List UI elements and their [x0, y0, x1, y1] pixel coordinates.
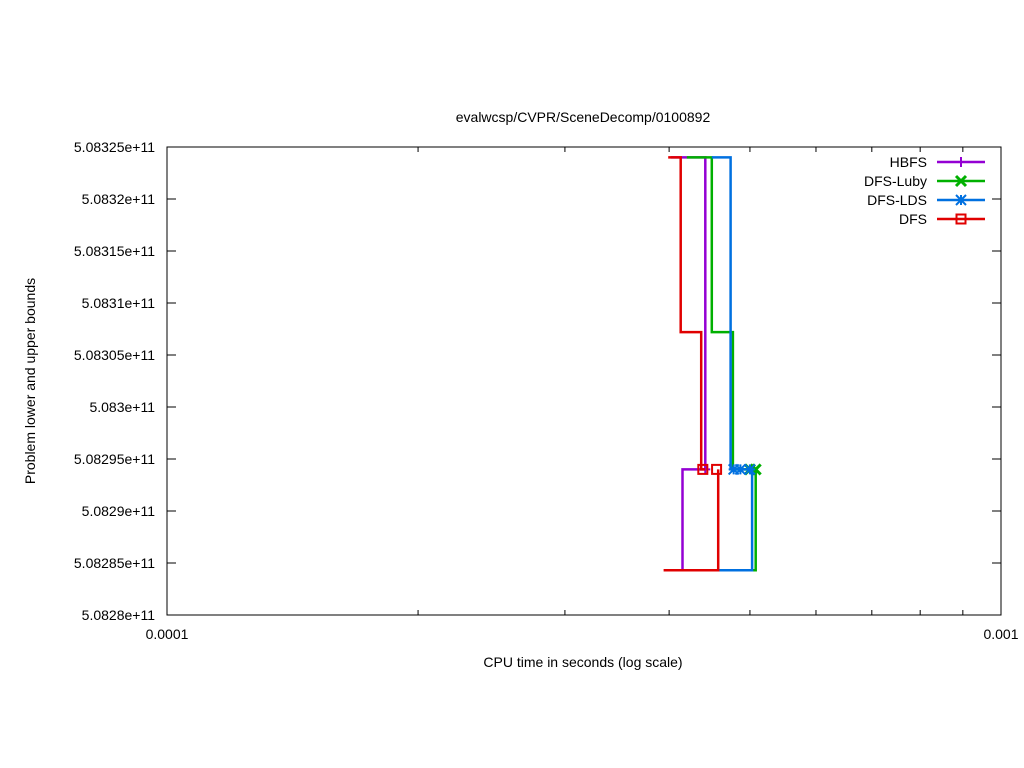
y-tick-label: 5.08325e+11: [74, 139, 155, 155]
legend: HBFS DFS-Luby DFS-LDS DFS: [864, 154, 985, 227]
series-lower-bound-line: [718, 469, 757, 572]
series-dfs-luby: [686, 156, 762, 572]
series-point-marker: [727, 463, 740, 476]
series-dfs-lds: [711, 156, 756, 572]
y-axis-label: Problem lower and upper bounds: [22, 278, 38, 484]
y-tick-label: 5.0828e+11: [82, 607, 156, 623]
series-point-marker: [744, 463, 756, 476]
series-dfs: [663, 156, 723, 572]
legend-marker: [954, 174, 968, 188]
series-lower-bound-line: [718, 469, 754, 572]
legend-marker: [955, 213, 967, 225]
legend-label: DFS-LDS: [867, 192, 927, 208]
series-hbfs: [670, 156, 711, 571]
legend-marker: [955, 194, 967, 206]
series-lower-bound-line: [663, 469, 720, 572]
y-tick-label: 5.08295e+11: [74, 451, 155, 467]
series-upper-bound-line: [686, 156, 756, 471]
plot-frame: [166, 146, 1002, 616]
y-tick-label: 5.0831e+11: [82, 295, 156, 311]
y-tick-label: 5.0829e+11: [82, 503, 156, 519]
legend-marker: [956, 157, 966, 167]
series-upper-bound-line: [711, 156, 750, 471]
legend-label: DFS: [899, 211, 927, 227]
series-layer: [663, 156, 762, 572]
y-tick-label: 5.083e+11: [89, 399, 155, 415]
y-tick-label: 5.08315e+11: [74, 243, 155, 259]
y-tick-label: 5.08285e+11: [74, 555, 155, 571]
series-upper-bound-line: [668, 156, 706, 471]
axis-ticks: 5.0828e+11 5.08285e+11 5.0829e+11 5.08295e+…: [74, 139, 1019, 642]
series-point-marker: [734, 463, 747, 476]
x-axis-label: CPU time in seconds (log scale): [483, 654, 682, 670]
x-tick-label: 0.001: [983, 626, 1018, 642]
y-tick-label: 5.08305e+11: [74, 347, 155, 363]
chart-title: evalwcsp/CVPR/SceneDecomp/0100892: [456, 109, 711, 125]
series-point-marker: [711, 463, 723, 475]
legend-label: DFS-Luby: [864, 173, 927, 189]
series-point-marker: [697, 463, 709, 475]
y-tick-label: 5.0832e+11: [82, 191, 156, 207]
x-tick-label: 0.0001: [146, 626, 189, 642]
legend-label: HBFS: [890, 154, 927, 170]
series-lower-bound-line: [681, 468, 706, 571]
